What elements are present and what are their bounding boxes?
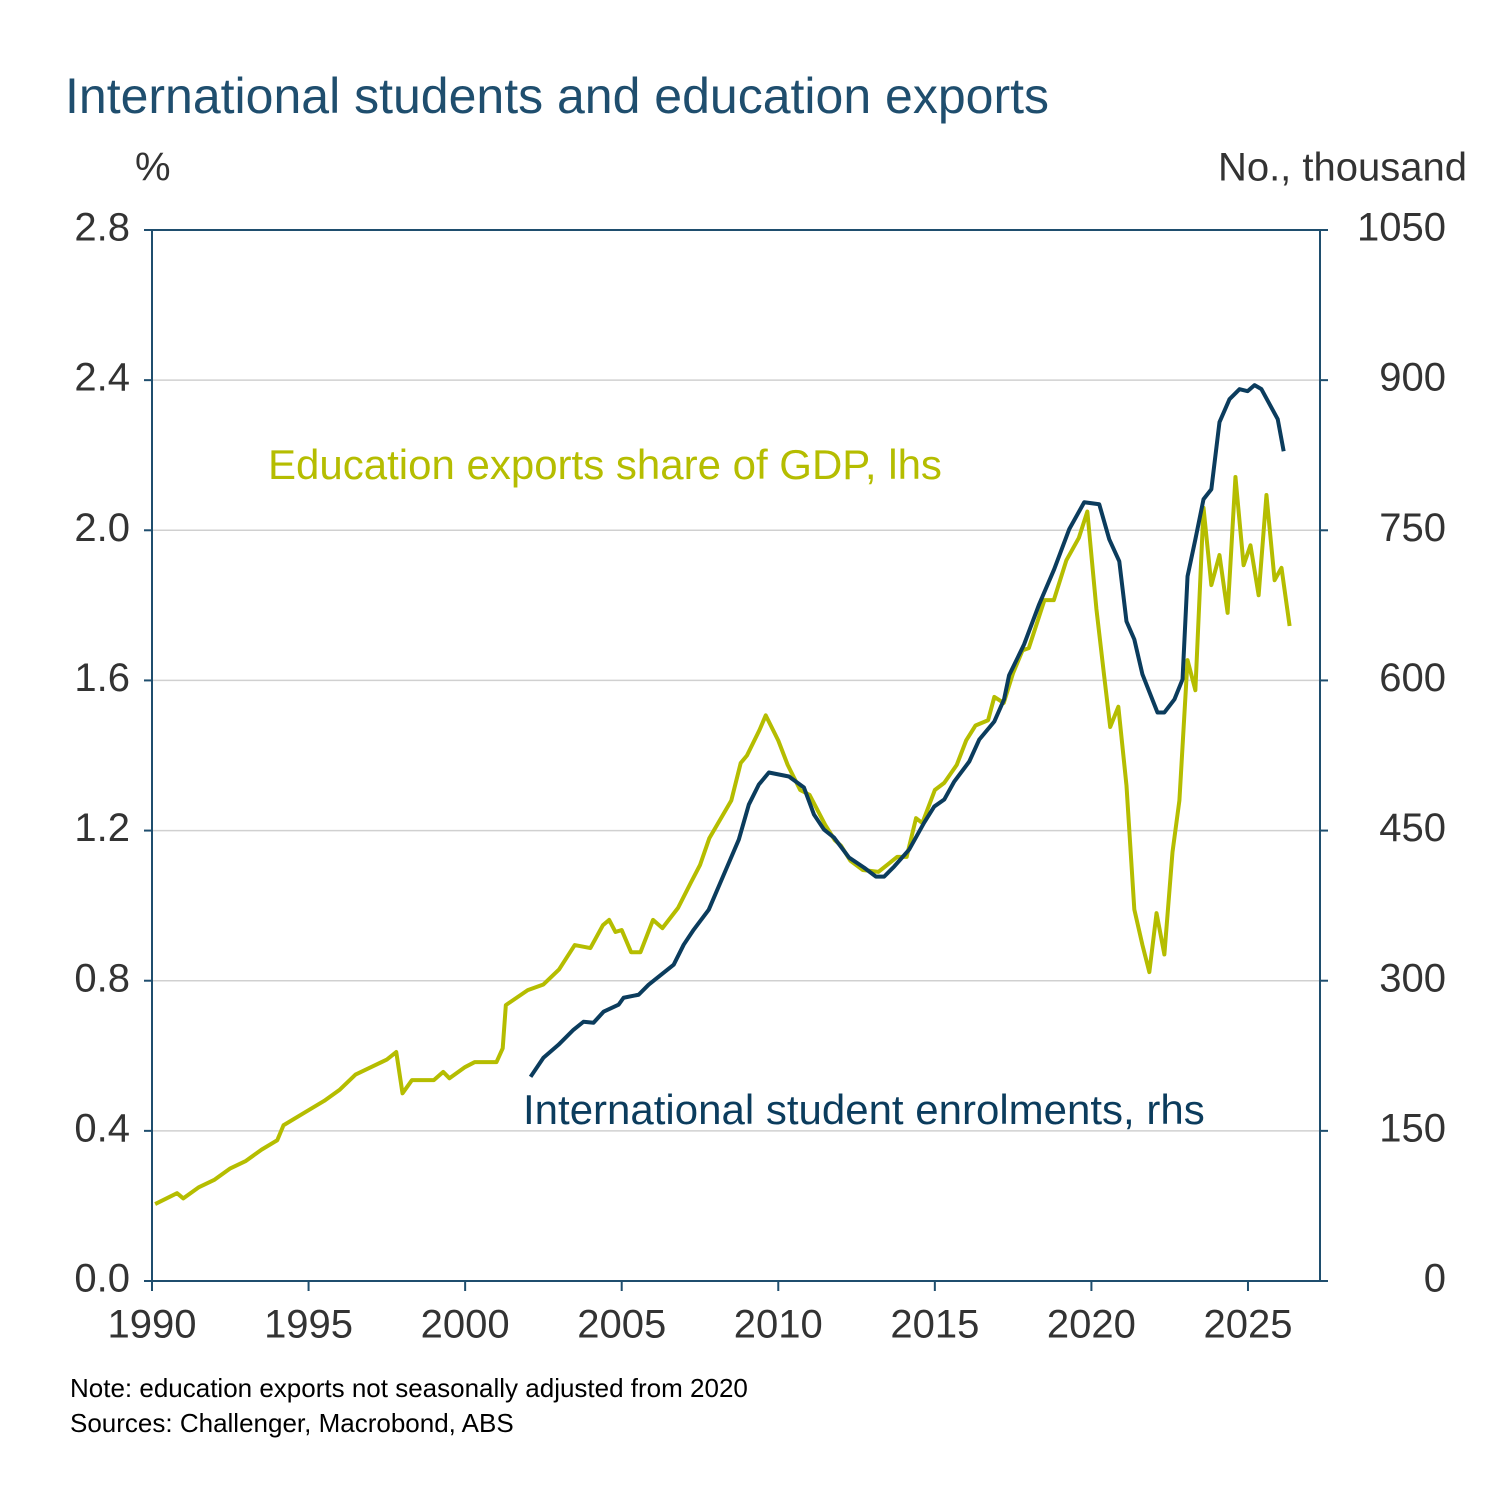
y2-tick-label: 1050 [1357, 206, 1446, 250]
plot-frame [151, 229, 1321, 1282]
y-tick-label: 2.4 [74, 356, 130, 400]
x-tick-label: 1995 [264, 1303, 353, 1347]
y-tick-label: 2.8 [74, 206, 130, 250]
y-axis-label: % [135, 146, 171, 190]
y2-tick-label: 600 [1379, 656, 1446, 700]
x-tick-label: 2020 [1047, 1303, 1136, 1347]
y2-axis-label: No., thousand [1218, 146, 1467, 190]
x-tick-label: 2010 [734, 1303, 823, 1347]
y2-tick-label: 150 [1379, 1106, 1446, 1150]
y-tick-label: 0.4 [74, 1106, 130, 1150]
y2-tick-label: 0 [1424, 1257, 1446, 1301]
source: Sources: Challenger, Macrobond, ABS [70, 1408, 514, 1438]
y2-tick-label: 300 [1379, 956, 1446, 1000]
x-tick-label: 2005 [577, 1303, 666, 1347]
x-tick-label: 1990 [108, 1303, 197, 1347]
series-label: Education exports share of GDP, lhs [268, 441, 942, 488]
y-tick-label: 1.2 [74, 806, 130, 850]
series-label: International student enrolments, rhs [523, 1086, 1205, 1133]
y2-tick-label: 750 [1379, 506, 1446, 550]
x-tick-label: 2025 [1203, 1303, 1292, 1347]
x-tick-label: 2015 [890, 1303, 979, 1347]
y-tick-label: 0.0 [74, 1257, 130, 1301]
y-tick-label: 0.8 [74, 956, 130, 1000]
y-tick-label: 1.6 [74, 656, 130, 700]
note: Note: education exports not seasonally a… [70, 1373, 748, 1403]
chart-title: International students and education exp… [65, 68, 1049, 124]
x-tick-label: 2000 [421, 1303, 510, 1347]
y2-tick-label: 900 [1379, 356, 1446, 400]
series-line [154, 474, 1292, 1206]
y2-tick-label: 450 [1379, 806, 1446, 850]
series-line [528, 383, 1286, 1078]
y-tick-label: 2.0 [74, 506, 130, 550]
